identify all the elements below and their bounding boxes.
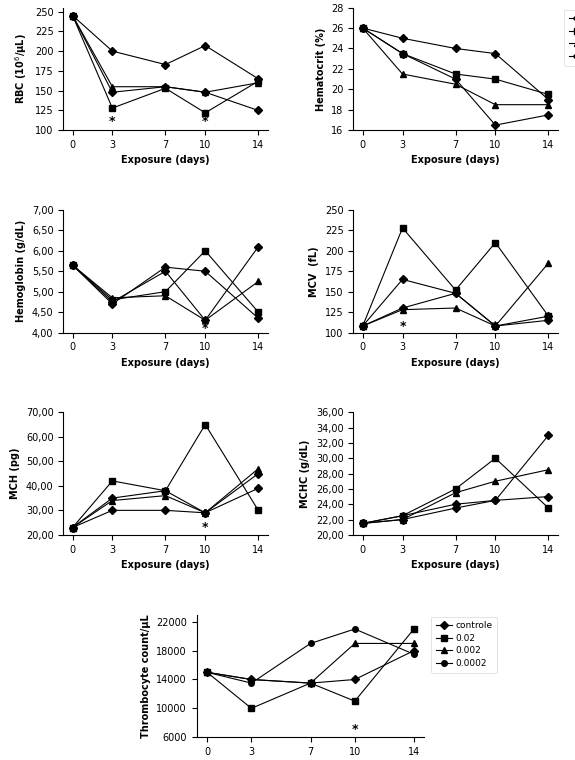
Text: *: *	[202, 521, 209, 534]
Y-axis label: MCHC (g/dL): MCHC (g/dL)	[300, 439, 311, 508]
Text: *: *	[351, 724, 358, 736]
Y-axis label: MCV  (fL): MCV (fL)	[309, 246, 319, 296]
Text: *: *	[109, 115, 116, 128]
Text: *: *	[492, 120, 499, 133]
Text: *: *	[399, 319, 406, 333]
Y-axis label: Hemoglobin (g/dL): Hemoglobin (g/dL)	[16, 220, 26, 322]
Legend: controle, 0.02, 0.002, 0.0002: controle, 0.02, 0.002, 0.0002	[431, 616, 497, 673]
Y-axis label: Hematocrit (%): Hematocrit (%)	[316, 27, 325, 111]
Y-axis label: RBC (10$^6$/µL): RBC (10$^6$/µL)	[13, 33, 29, 104]
X-axis label: Exposure (days): Exposure (days)	[411, 156, 500, 166]
Y-axis label: MCH (pg): MCH (pg)	[10, 448, 20, 499]
X-axis label: Exposure (days): Exposure (days)	[121, 560, 210, 570]
Text: *: *	[492, 319, 499, 333]
X-axis label: Exposure (days): Exposure (days)	[121, 358, 210, 368]
Legend: control, 0.02, 0.002, 0.0002: control, 0.02, 0.002, 0.0002	[564, 10, 575, 65]
X-axis label: Exposure (days): Exposure (days)	[411, 358, 500, 368]
X-axis label: Exposure (days): Exposure (days)	[121, 156, 210, 166]
Text: *: *	[202, 115, 209, 128]
Y-axis label: Thrombocyte count/µL: Thrombocyte count/µL	[141, 614, 151, 738]
Text: *: *	[202, 322, 209, 335]
X-axis label: Exposure (days): Exposure (days)	[411, 560, 500, 570]
